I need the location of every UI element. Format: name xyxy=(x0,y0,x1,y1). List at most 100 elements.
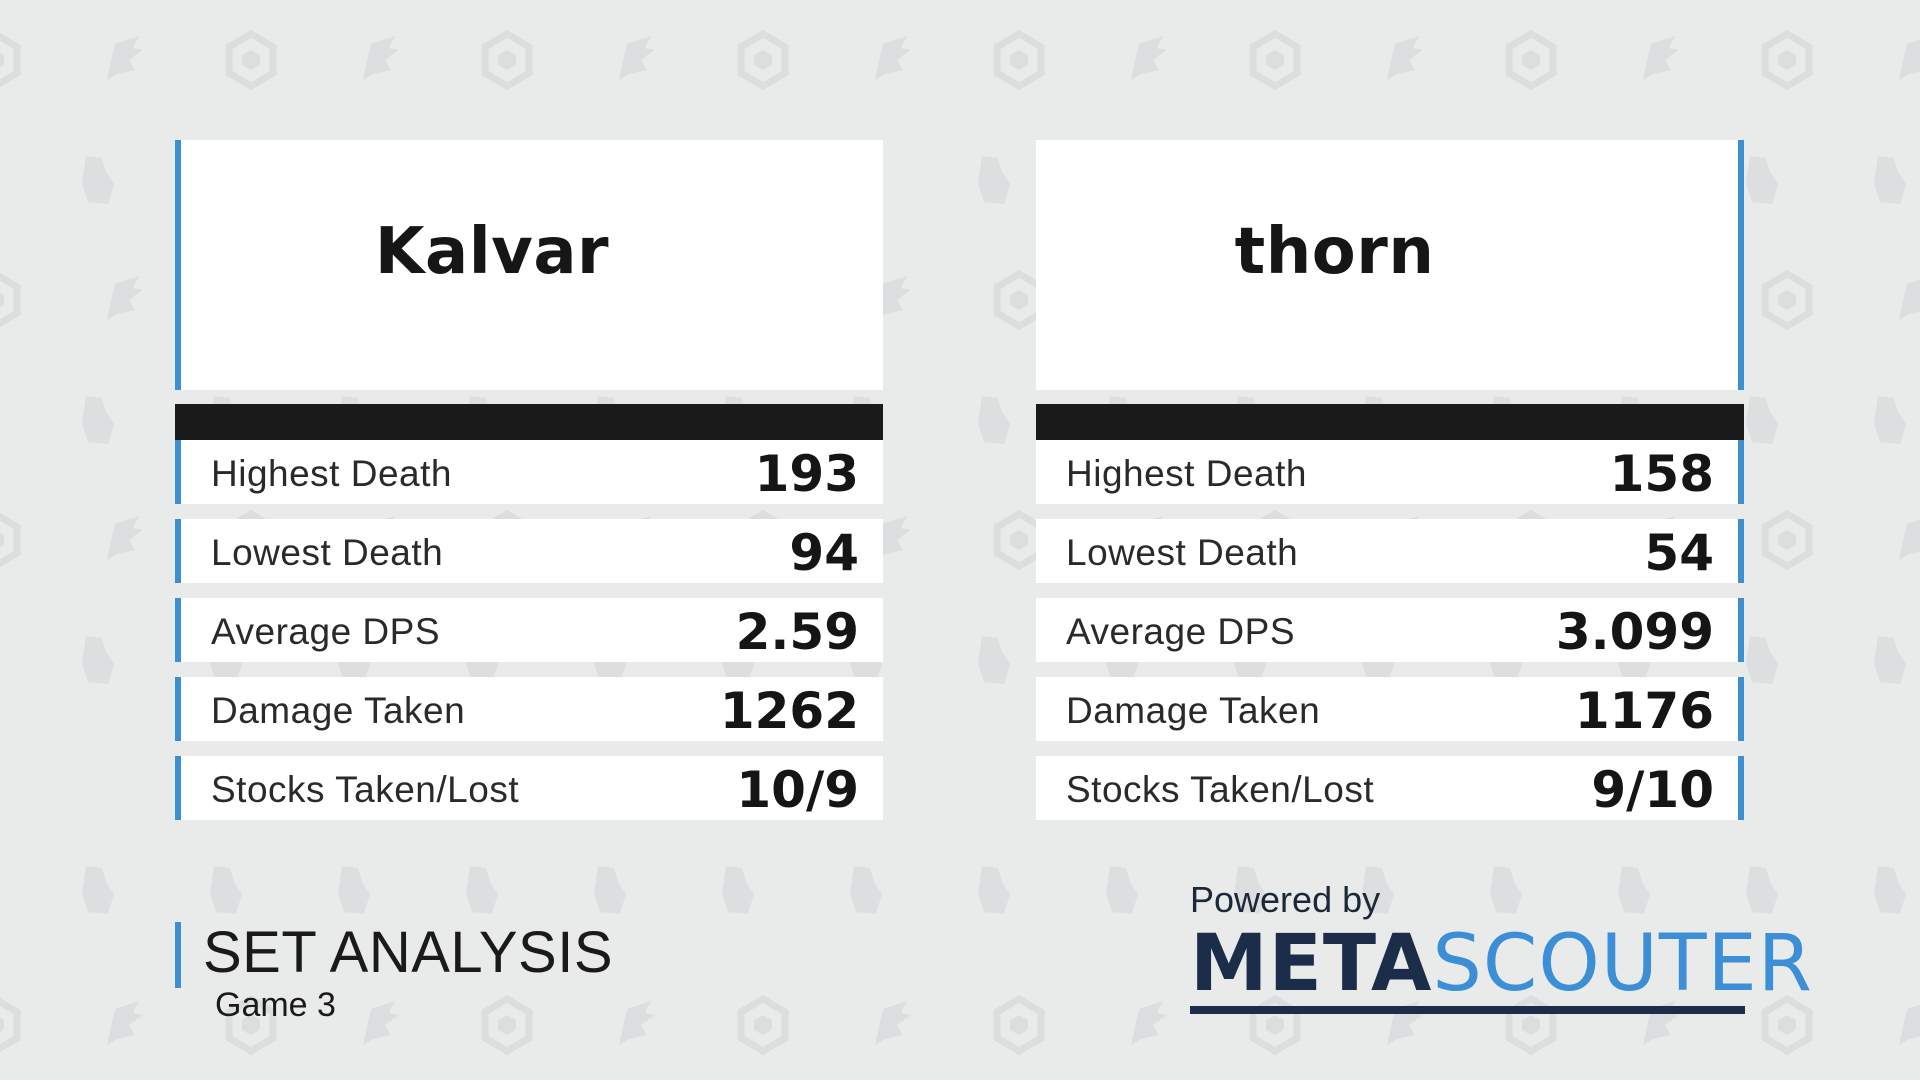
hexagon-icon xyxy=(989,30,1049,90)
state-map-icon xyxy=(1860,860,1920,920)
stat-label: Lowest Death xyxy=(1066,532,1299,573)
state-map-icon xyxy=(964,150,1024,210)
wing-icon xyxy=(605,30,665,90)
wing-icon xyxy=(1885,995,1920,1055)
state-map-icon xyxy=(452,860,512,920)
stat-value: 193 xyxy=(754,445,859,503)
state-map-icon xyxy=(1732,150,1792,210)
stat-label: Damage Taken xyxy=(211,690,466,731)
metascouter-logo: METASCOUTER xyxy=(1190,919,1812,1014)
game-label: Game 3 xyxy=(215,986,336,1024)
wing-icon xyxy=(349,30,409,90)
hexagon-icon xyxy=(0,995,25,1055)
state-map-icon xyxy=(1476,860,1536,920)
hexagon-icon xyxy=(0,270,25,330)
hexagon-icon xyxy=(477,30,537,90)
wing-icon xyxy=(861,995,921,1055)
state-map-icon xyxy=(68,150,128,210)
stat-row-highest-death: Highest Death 193 xyxy=(175,440,883,504)
wing-icon xyxy=(861,30,921,90)
state-map-icon xyxy=(1348,860,1408,920)
hexagon-icon xyxy=(989,995,1049,1055)
stat-value: 94 xyxy=(789,524,859,582)
hexagon-icon xyxy=(1757,510,1817,570)
player-name-card: Kalvar xyxy=(175,140,883,390)
wing-icon xyxy=(1629,30,1689,90)
state-map-icon xyxy=(1604,860,1664,920)
state-map-icon xyxy=(68,390,128,450)
player-panel-right: thorn Highest Death 158 Lowest Death 54 … xyxy=(1036,140,1744,820)
state-map-icon xyxy=(964,390,1024,450)
stat-value: 9/10 xyxy=(1591,761,1714,819)
stat-row-lowest-death: Lowest Death 94 xyxy=(175,519,883,583)
stat-row-highest-death: Highest Death 158 xyxy=(1036,440,1744,504)
hexagon-icon xyxy=(221,995,281,1055)
player-panel-left: Kalvar Highest Death 193 Lowest Death 94… xyxy=(175,140,883,820)
wing-icon xyxy=(605,995,665,1055)
stat-value: 158 xyxy=(1609,445,1714,503)
state-map-icon xyxy=(708,860,768,920)
wing-icon xyxy=(349,995,409,1055)
stat-row-stocks: Stocks Taken/Lost 9/10 xyxy=(1036,756,1744,820)
state-map-icon xyxy=(196,860,256,920)
hexagon-icon xyxy=(1757,995,1817,1055)
state-map-icon xyxy=(836,860,896,920)
stat-row-stocks: Stocks Taken/Lost 10/9 xyxy=(175,756,883,820)
wing-icon xyxy=(93,995,153,1055)
player-name: Kalvar xyxy=(374,215,610,289)
logo-part-meta: META xyxy=(1190,919,1433,1009)
wing-icon xyxy=(1885,510,1920,570)
wing-icon xyxy=(93,270,153,330)
state-map-icon xyxy=(1860,630,1920,690)
stat-label: Average DPS xyxy=(211,611,440,652)
state-map-icon xyxy=(1732,630,1792,690)
state-map-icon xyxy=(1732,390,1792,450)
stat-label: Highest Death xyxy=(1066,453,1307,494)
player-name: thorn xyxy=(1234,215,1435,289)
stat-value: 1176 xyxy=(1574,682,1714,740)
wing-icon xyxy=(1885,270,1920,330)
hexagon-icon xyxy=(733,995,793,1055)
set-analysis-header: SET ANALYSIS Game 3 xyxy=(175,920,614,1024)
hexagon-icon xyxy=(0,30,25,90)
state-map-icon xyxy=(324,860,384,920)
wing-icon xyxy=(1373,30,1433,90)
divider-bar xyxy=(1036,404,1744,440)
state-map-icon xyxy=(1860,390,1920,450)
hexagon-icon xyxy=(1757,30,1817,90)
stat-label: Lowest Death xyxy=(211,532,444,573)
wing-icon xyxy=(93,30,153,90)
state-map-icon xyxy=(1732,860,1792,920)
hexagon-icon xyxy=(1245,30,1305,90)
state-map-icon xyxy=(964,860,1024,920)
wing-icon xyxy=(861,270,921,330)
stat-label: Average DPS xyxy=(1066,611,1295,652)
powered-by-label: Powered by xyxy=(1190,879,1381,920)
state-map-icon xyxy=(964,630,1024,690)
hexagon-icon xyxy=(1501,30,1561,90)
stat-value: 3.099 xyxy=(1555,603,1714,661)
wing-icon xyxy=(1117,995,1177,1055)
logo-part-scouter: SCOUTER xyxy=(1432,919,1814,1009)
stat-row-damage-taken: Damage Taken 1262 xyxy=(175,677,883,741)
player-name-card: thorn xyxy=(1036,140,1744,390)
stat-value: 10/9 xyxy=(736,761,859,819)
logo-underline xyxy=(1190,1006,1745,1014)
brand-logo-block: Powered by METASCOUTER xyxy=(1190,879,1812,1014)
hexagon-icon xyxy=(1757,270,1817,330)
state-map-icon xyxy=(580,860,640,920)
wing-icon xyxy=(1885,30,1920,90)
stat-row-damage-taken: Damage Taken 1176 xyxy=(1036,677,1744,741)
stat-row-average-dps: Average DPS 3.099 xyxy=(1036,598,1744,662)
stat-value: 2.59 xyxy=(735,603,859,661)
stat-label: Damage Taken xyxy=(1066,690,1321,731)
hexagon-icon xyxy=(0,510,25,570)
set-title: SET ANALYSIS xyxy=(203,920,614,985)
stat-row-lowest-death: Lowest Death 54 xyxy=(1036,519,1744,583)
stat-value: 54 xyxy=(1644,524,1714,582)
wing-icon xyxy=(93,510,153,570)
state-map-icon xyxy=(1860,150,1920,210)
hexagon-icon xyxy=(477,995,537,1055)
hexagon-icon xyxy=(221,30,281,90)
